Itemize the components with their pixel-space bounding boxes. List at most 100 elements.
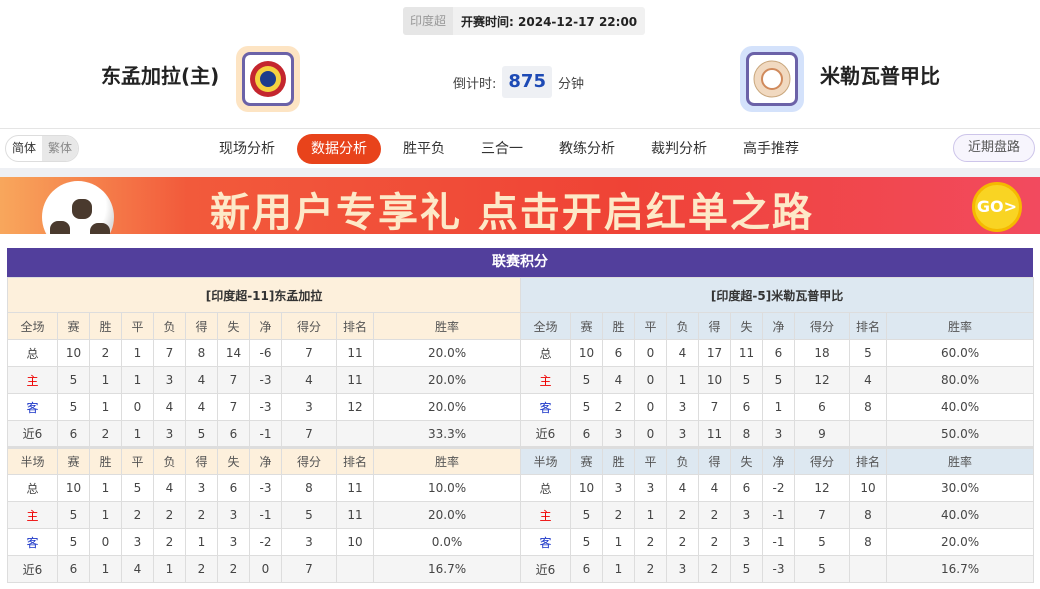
column-header: 胜率 [885, 312, 1035, 340]
cell: 4 [698, 474, 731, 502]
row-label: 主 [520, 501, 571, 529]
column-header: 失 [730, 312, 763, 340]
column-header: 平 [634, 312, 667, 340]
away-team-logo[interactable] [740, 46, 804, 112]
cell: 20.0% [372, 501, 522, 529]
cell: 0 [634, 339, 667, 367]
cell: 40.0% [885, 501, 1035, 529]
column-header: 胜 [89, 312, 122, 340]
cell: -3 [249, 474, 282, 502]
cell: 5 [570, 528, 603, 556]
cell: 7 [698, 393, 731, 421]
tab-1[interactable]: 数据分析 [297, 134, 381, 164]
column-header: 失 [217, 312, 250, 340]
column-header: 负 [666, 446, 699, 475]
home-team-name[interactable]: 东孟加拉(主) [101, 64, 220, 88]
column-header: 排名 [336, 446, 374, 475]
cell: 30.0% [885, 474, 1035, 502]
tab-4[interactable]: 教练分析 [559, 141, 615, 157]
cell: 0 [634, 366, 667, 394]
cell: -3 [249, 393, 282, 421]
recent-odds-button[interactable]: 近期盘路 [952, 134, 1035, 162]
cell: 4 [666, 474, 699, 502]
column-header: 净 [249, 446, 282, 475]
cell: 1 [89, 555, 122, 583]
cell: 5 [121, 474, 154, 502]
league-badge[interactable]: 印度超 [403, 7, 454, 35]
cell: 17 [698, 339, 731, 367]
tab-6[interactable]: 高手推荐 [743, 141, 799, 157]
cell: 1 [185, 528, 218, 556]
tab-5[interactable]: 裁判分析 [651, 141, 707, 157]
cell: 7 [281, 339, 337, 367]
column-header: 得 [698, 446, 731, 475]
tab-3[interactable]: 三合一 [481, 141, 523, 157]
cell: 2 [698, 555, 731, 583]
match-info: 印度超 开赛时间: 2024-12-17 22:00 [403, 7, 646, 35]
cell: 8 [281, 474, 337, 502]
home-team-logo[interactable] [236, 46, 300, 112]
cell: 2 [602, 393, 635, 421]
row-label: 主 [7, 366, 58, 394]
cell: 2 [121, 501, 154, 529]
cell: 33.3% [372, 420, 522, 448]
table-row: 总 10 3 3 4 4 6 -2 12 10 30.0% [520, 474, 1035, 502]
column-header: 得 [698, 312, 731, 340]
cell: 2 [666, 528, 699, 556]
cell: 3 [730, 528, 763, 556]
cell: 5 [570, 393, 603, 421]
cell: 20.0% [372, 339, 522, 367]
cell: 4 [185, 393, 218, 421]
cell: 5 [281, 501, 337, 529]
cell: 8 [849, 393, 887, 421]
column-header: 净 [762, 446, 795, 475]
cell: 1 [121, 339, 154, 367]
cell: 1 [762, 393, 795, 421]
cell: 10 [570, 474, 603, 502]
table-row: 近6 6 1 4 1 2 2 0 7 16.7% [7, 555, 522, 583]
column-header: 胜率 [372, 312, 522, 340]
cell: 5 [570, 501, 603, 529]
cell: -3 [249, 366, 282, 394]
promo-banner[interactable]: 新用户专享礼 点击开启红单之路 GO> [0, 177, 1040, 234]
cell: 3 [602, 474, 635, 502]
column-header: 全场 [520, 312, 571, 340]
cell: 8 [849, 528, 887, 556]
analysis-tabs: 现场分析 数据分析 胜平负 三合一 教练分析 裁判分析 高手推荐 [205, 134, 821, 164]
cell: 4 [121, 555, 154, 583]
cell: 4 [849, 366, 887, 394]
table-row: 近6 6 3 0 3 11 8 3 9 50.0% [520, 420, 1035, 448]
cell: 11 [336, 501, 374, 529]
cell: 6 [217, 474, 250, 502]
cell: -1 [762, 501, 795, 529]
cell: 14 [217, 339, 250, 367]
cell: 11 [336, 474, 374, 502]
column-header: 全场 [7, 312, 58, 340]
cell: 7 [281, 555, 337, 583]
cell [336, 420, 374, 448]
row-label: 总 [520, 339, 571, 367]
cell: 4 [602, 366, 635, 394]
cell: 5 [730, 366, 763, 394]
away-team-name[interactable]: 米勒瓦普甲比 [820, 64, 940, 88]
cell: 2 [89, 339, 122, 367]
tab-2[interactable]: 胜平负 [403, 141, 445, 157]
column-header: 得分 [794, 446, 850, 475]
cell: 5 [57, 393, 90, 421]
go-button[interactable]: GO> [972, 182, 1022, 232]
column-header: 赛 [57, 312, 90, 340]
cell: 5 [57, 528, 90, 556]
cell: 2 [89, 420, 122, 448]
lang-traditional[interactable]: 繁体 [42, 136, 79, 161]
table-row: 近6 6 2 1 3 5 6 -1 7 33.3% [7, 420, 522, 448]
cell: 6 [602, 339, 635, 367]
cell: 3 [666, 420, 699, 448]
table-row: 主 5 4 0 1 10 5 5 12 4 80.0% [520, 366, 1035, 394]
cell: 20.0% [372, 366, 522, 394]
lang-simplified[interactable]: 简体 [12, 141, 37, 155]
cell: 3 [217, 528, 250, 556]
cell: 3 [153, 366, 186, 394]
cell: 4 [153, 474, 186, 502]
cell: 0 [89, 528, 122, 556]
tab-0[interactable]: 现场分析 [219, 141, 275, 157]
